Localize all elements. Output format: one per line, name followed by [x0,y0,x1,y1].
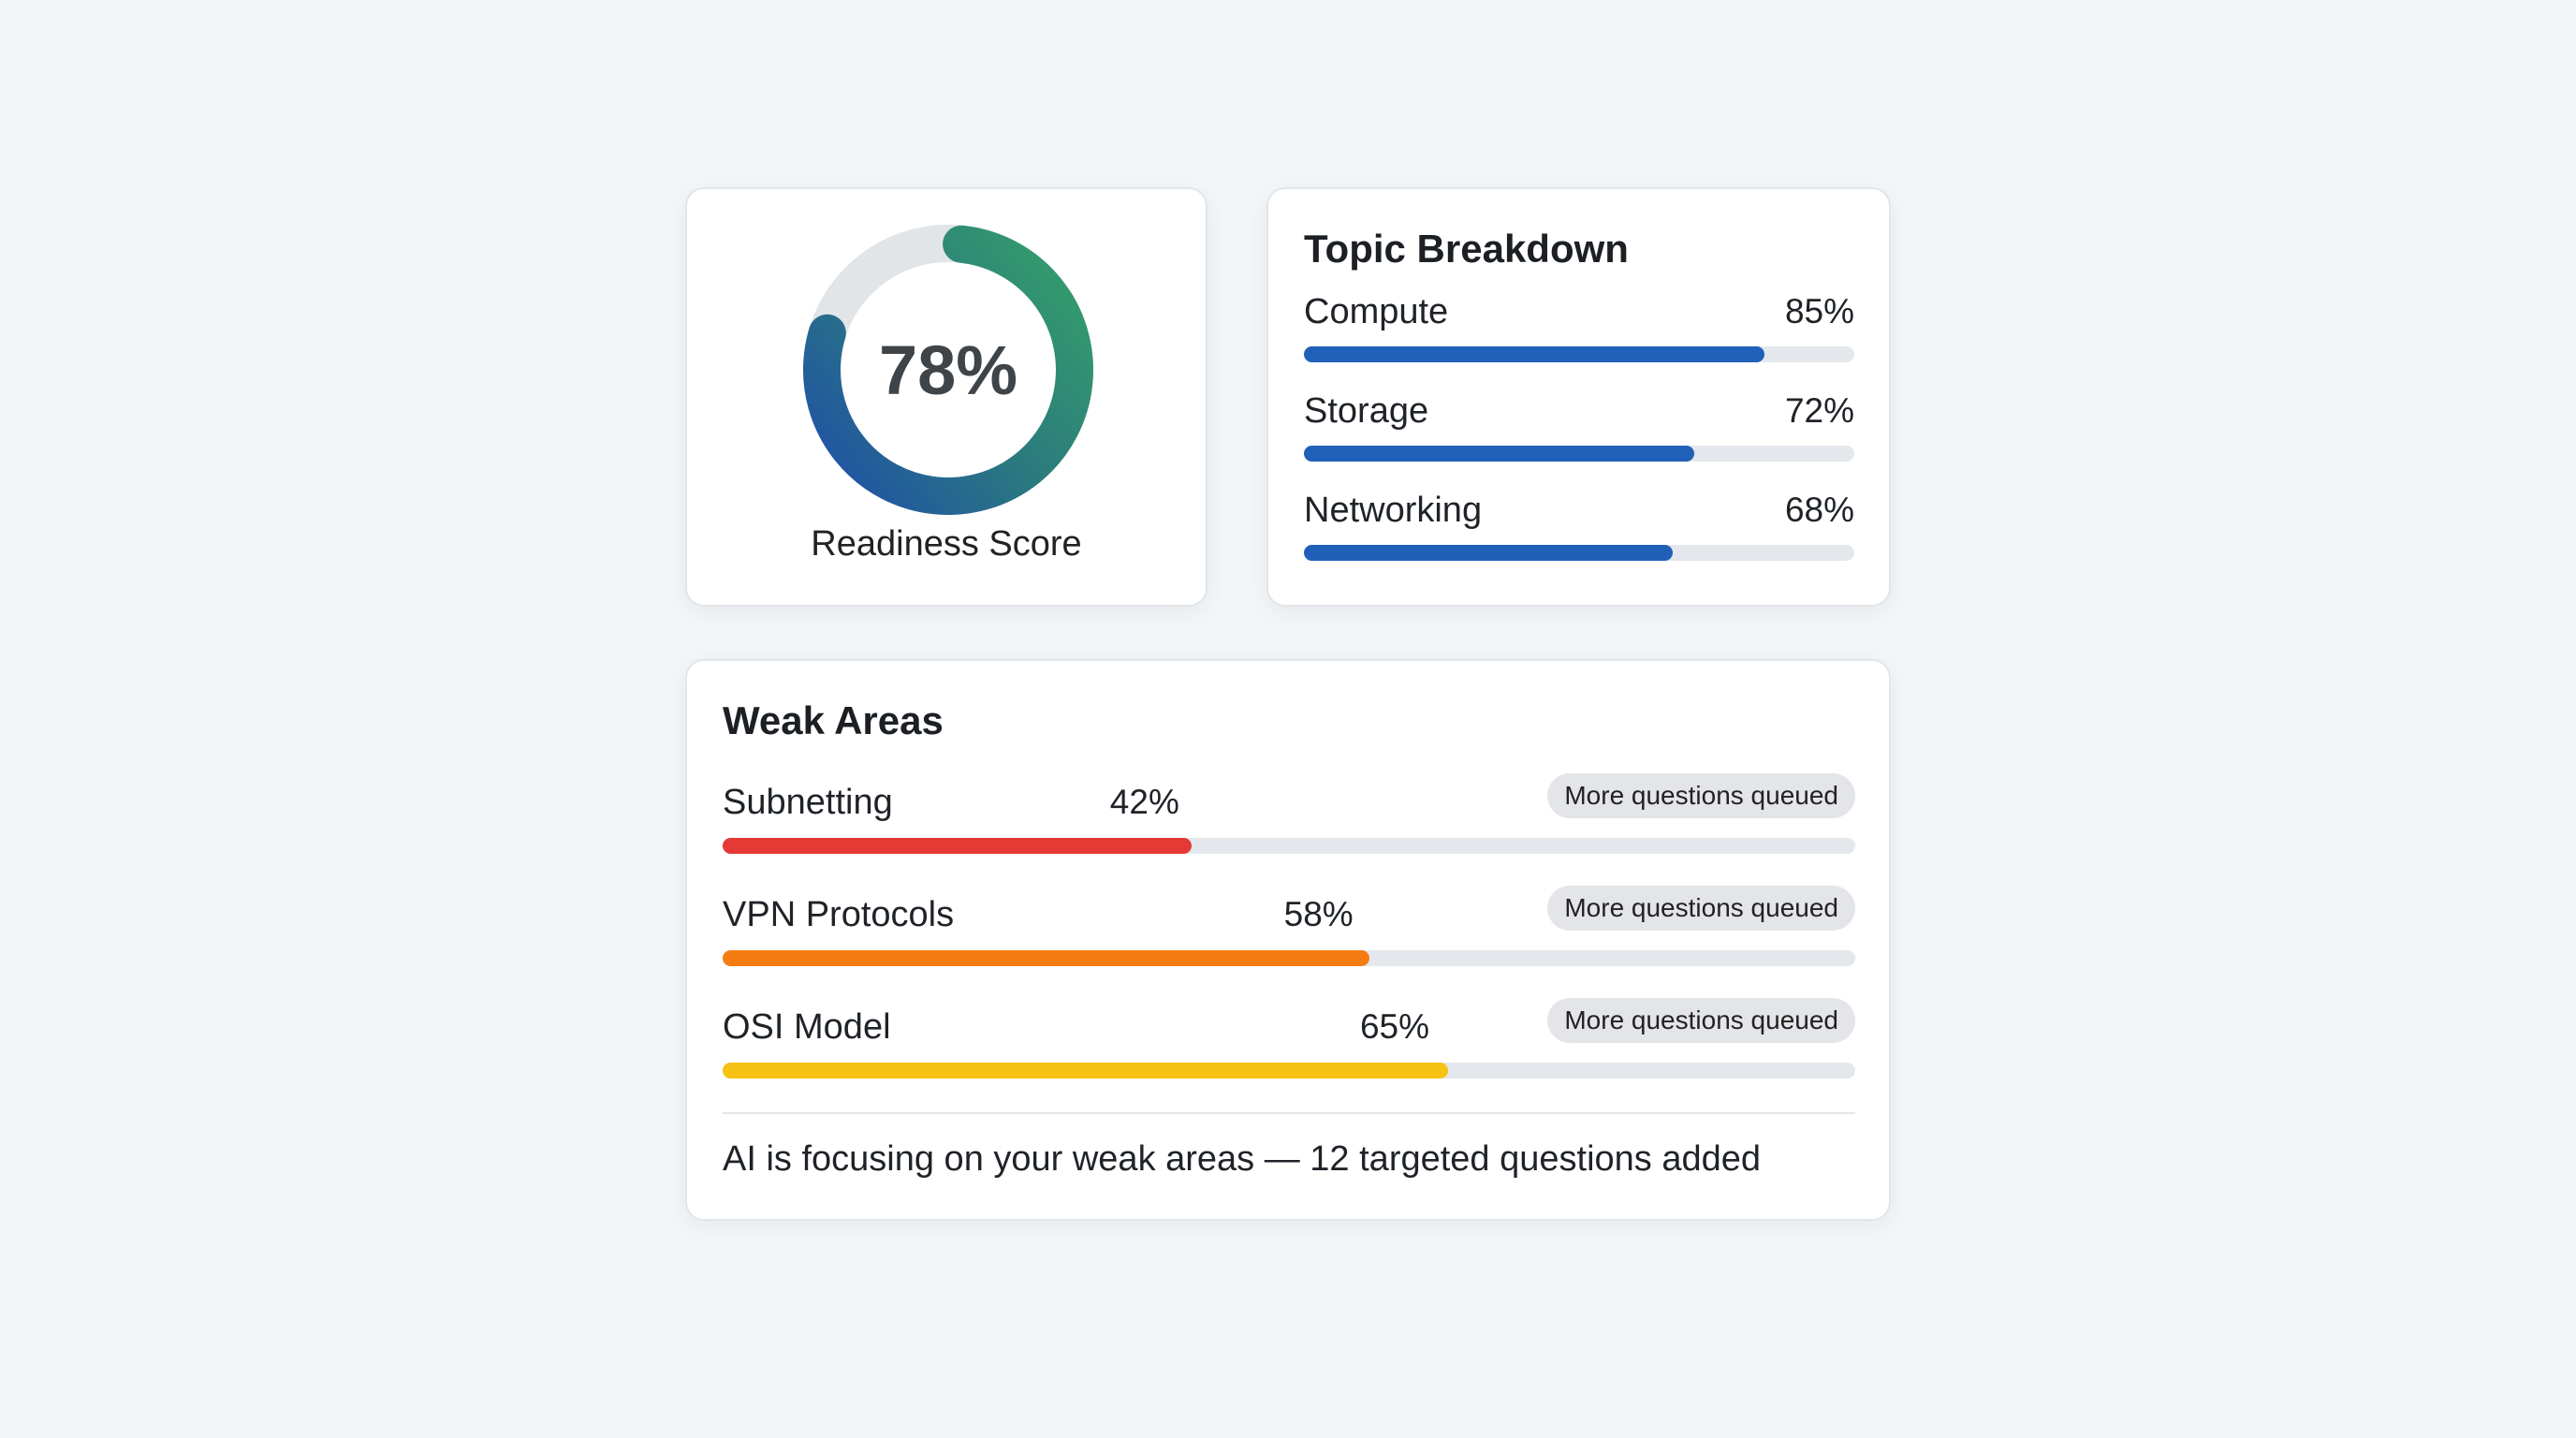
queued-badge: More questions queued [1547,886,1855,931]
topic-progress-track [1304,346,1854,362]
topic-progress-track [1304,446,1854,462]
weak-area-row: OSI Model 65% More questions queued [723,998,1855,1082]
weak-area-percent: 42% [1109,783,1179,821]
queued-badge: More questions queued [1547,998,1855,1043]
weak-area-label: OSI Model [723,1007,891,1047]
weak-areas-title: Weak Areas [723,698,944,742]
topic-breakdown-title: Topic Breakdown [1304,227,1629,271]
weak-area-percent: 65% [1359,1007,1430,1046]
topic-breakdown-card: Topic Breakdown Compute 85% Storage 72% … [1266,187,1891,607]
weak-area-progress-track [723,950,1855,966]
topic-progress-track [1304,545,1854,561]
topic-percent: 72% [1784,391,1854,430]
weak-areas-card: Weak Areas Subnetting 42% More questions… [685,659,1891,1221]
topic-percent: 85% [1784,292,1854,330]
weak-area-progress-track [723,838,1855,854]
weak-area-row: VPN Protocols 58% More questions queued [723,886,1855,970]
queued-badge: More questions queued [1547,773,1855,818]
weak-area-row: Subnetting 42% More questions queued [723,773,1855,858]
readiness-value: 78% [878,330,1018,409]
weak-area-progress-track [723,1063,1855,1078]
topic-percent: 68% [1784,491,1854,529]
weak-area-label: Subnetting [723,783,893,822]
weak-area-label: VPN Protocols [723,895,955,934]
weak-area-progress-fill [723,838,1192,854]
topic-label: Storage [1304,391,1429,431]
divider [723,1112,1855,1114]
weak-area-percent: 58% [1283,895,1354,933]
topic-row: Storage 72% [1304,391,1854,462]
weak-area-progress-fill [723,1063,1448,1078]
topic-row: Networking 68% [1304,491,1854,561]
ai-focus-message: AI is focusing on your weak areas — 12 t… [723,1139,1762,1179]
topic-progress-fill [1304,346,1765,362]
weak-area-progress-fill [723,950,1370,966]
donut-progress [803,225,1093,515]
topic-label: Networking [1304,491,1483,530]
topic-label: Compute [1304,292,1449,331]
readiness-donut [803,225,1093,515]
readiness-label: Readiness Score [811,524,1082,564]
topic-row: Compute 85% [1304,292,1854,362]
topic-progress-fill [1304,446,1694,462]
readiness-card: 78% Readiness Score [685,187,1208,607]
topic-progress-fill [1304,545,1673,561]
